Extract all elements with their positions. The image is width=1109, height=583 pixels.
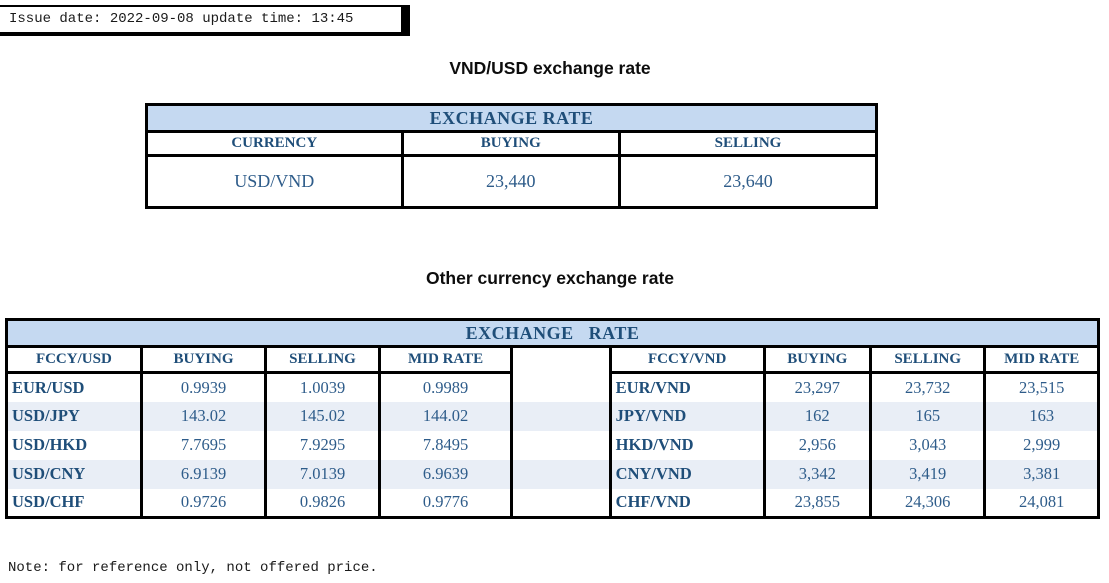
- table-cell: 7.0139: [264, 459, 381, 489]
- gap-cell: [510, 346, 612, 373]
- usd-exchange-table: EXCHANGE RATE CURRENCY BUYING SELLING US…: [145, 103, 878, 209]
- header-row: FCCY/USD BUYING SELLING MID RATE FCCY/VN…: [5, 345, 1100, 374]
- table-row: USD/CNY 6.9139 7.0139 6.9639 CNY/VND 3,342 3,4…: [5, 459, 1100, 489]
- issue-date-bar: Issue date: 2022-09-08 update time: 13:4…: [0, 5, 410, 36]
- other-exchange-table: EXCHANGE RATE FCCY/USD BUYING SELLING MI…: [5, 318, 1100, 519]
- column-header-buying-left: BUYING: [139, 345, 268, 374]
- table-cell: 0.9826: [264, 488, 381, 518]
- table-cell: USD/JPY: [5, 401, 143, 431]
- table-cell: 7.8495: [377, 430, 514, 460]
- table-row: USD/JPY 143.02 145.02 144.02 JPY/VND 162 165 16…: [5, 401, 1100, 431]
- table-cell: 7.7695: [139, 430, 268, 460]
- table-cell: 6.9139: [139, 459, 268, 489]
- gap-cell: [510, 372, 612, 402]
- column-header-midrate-right: MID RATE: [983, 345, 1100, 374]
- table-cell: 3,342: [762, 459, 872, 489]
- gap-cell: [510, 430, 612, 460]
- banner-row: EXCHANGE RATE: [145, 103, 878, 133]
- gap-cell: [510, 488, 612, 518]
- table-cell: 144.02: [377, 401, 514, 431]
- table-cell: EUR/VND: [608, 372, 766, 402]
- other-table-body: EUR/USD 0.9939 1.0039 0.9989 EUR/VND 23,297 23…: [5, 372, 1100, 518]
- table-cell: 0.9989: [377, 372, 514, 402]
- table-cell: 23,515: [983, 372, 1100, 402]
- usd-table-body: USD/VND 23,440 23,640: [145, 154, 878, 209]
- table-cell: 23,732: [868, 372, 987, 402]
- gap-cell: [510, 401, 612, 431]
- table-cell: JPY/VND: [608, 401, 766, 431]
- column-header-fccy-usd: FCCY/USD: [5, 345, 143, 374]
- table-cell: 0.9726: [139, 488, 268, 518]
- table-cell: 23,640: [618, 154, 878, 209]
- banner-row: EXCHANGE RATE: [5, 318, 1100, 348]
- table-row: USD/CHF 0.9726 0.9826 0.9776 CHF/VND 23,855 24…: [5, 488, 1100, 518]
- table-cell: 143.02: [139, 401, 268, 431]
- table-cell: 2,999: [983, 430, 1100, 460]
- table-cell: 23,440: [400, 154, 622, 209]
- table-cell: USD/HKD: [5, 430, 143, 460]
- other-table-banner: EXCHANGE RATE: [5, 318, 1100, 348]
- table-cell: CHF/VND: [608, 488, 766, 518]
- table-cell: 145.02: [264, 401, 381, 431]
- footer-note: Note: for reference only, not offered pr…: [8, 560, 378, 576]
- table-cell: EUR/USD: [5, 372, 143, 402]
- table-cell: HKD/VND: [608, 430, 766, 460]
- column-header-currency: CURRENCY: [145, 130, 404, 157]
- table-cell: 162: [762, 401, 872, 431]
- table-cell: USD/CHF: [5, 488, 143, 518]
- table-cell: 23,297: [762, 372, 872, 402]
- table-cell: USD/CNY: [5, 459, 143, 489]
- table-cell: 3,419: [868, 459, 987, 489]
- column-header-selling-right: SELLING: [868, 345, 987, 374]
- table-cell: 23,855: [762, 488, 872, 518]
- table-row: EUR/USD 0.9939 1.0039 0.9989 EUR/VND 23,297 23…: [5, 372, 1100, 402]
- column-header-buying-right: BUYING: [762, 345, 872, 374]
- table-cell: 1.0039: [264, 372, 381, 402]
- column-header-buying: BUYING: [400, 130, 622, 157]
- column-header-midrate-left: MID RATE: [377, 345, 514, 374]
- table-cell: 3,043: [868, 430, 987, 460]
- table-row: USD/HKD 7.7695 7.9295 7.8495 HKD/VND 2,956 3,0…: [5, 430, 1100, 460]
- table-cell: 0.9776: [377, 488, 514, 518]
- table-cell: 6.9639: [377, 459, 514, 489]
- table-cell: 24,306: [868, 488, 987, 518]
- table-cell: USD/VND: [145, 154, 404, 209]
- column-header-selling-left: SELLING: [264, 345, 381, 374]
- other-table-title: Other currency exchange rate: [425, 268, 675, 288]
- column-header-fccy-vnd: FCCY/VND: [608, 345, 766, 374]
- table-cell: CNY/VND: [608, 459, 766, 489]
- table-cell: 3,381: [983, 459, 1100, 489]
- table-cell: 163: [983, 401, 1100, 431]
- header-row: CURRENCY BUYING SELLING: [145, 130, 878, 157]
- table-cell: 0.9939: [139, 372, 268, 402]
- table-row: USD/VND 23,440 23,640: [145, 154, 878, 209]
- gap-cell: [510, 459, 612, 489]
- usd-table-title: VND/USD exchange rate: [449, 58, 651, 78]
- table-cell: 7.9295: [264, 430, 381, 460]
- table-cell: 24,081: [983, 488, 1100, 518]
- usd-table-banner: EXCHANGE RATE: [145, 103, 878, 133]
- table-cell: 165: [868, 401, 987, 431]
- column-header-selling: SELLING: [618, 130, 878, 157]
- table-cell: 2,956: [762, 430, 872, 460]
